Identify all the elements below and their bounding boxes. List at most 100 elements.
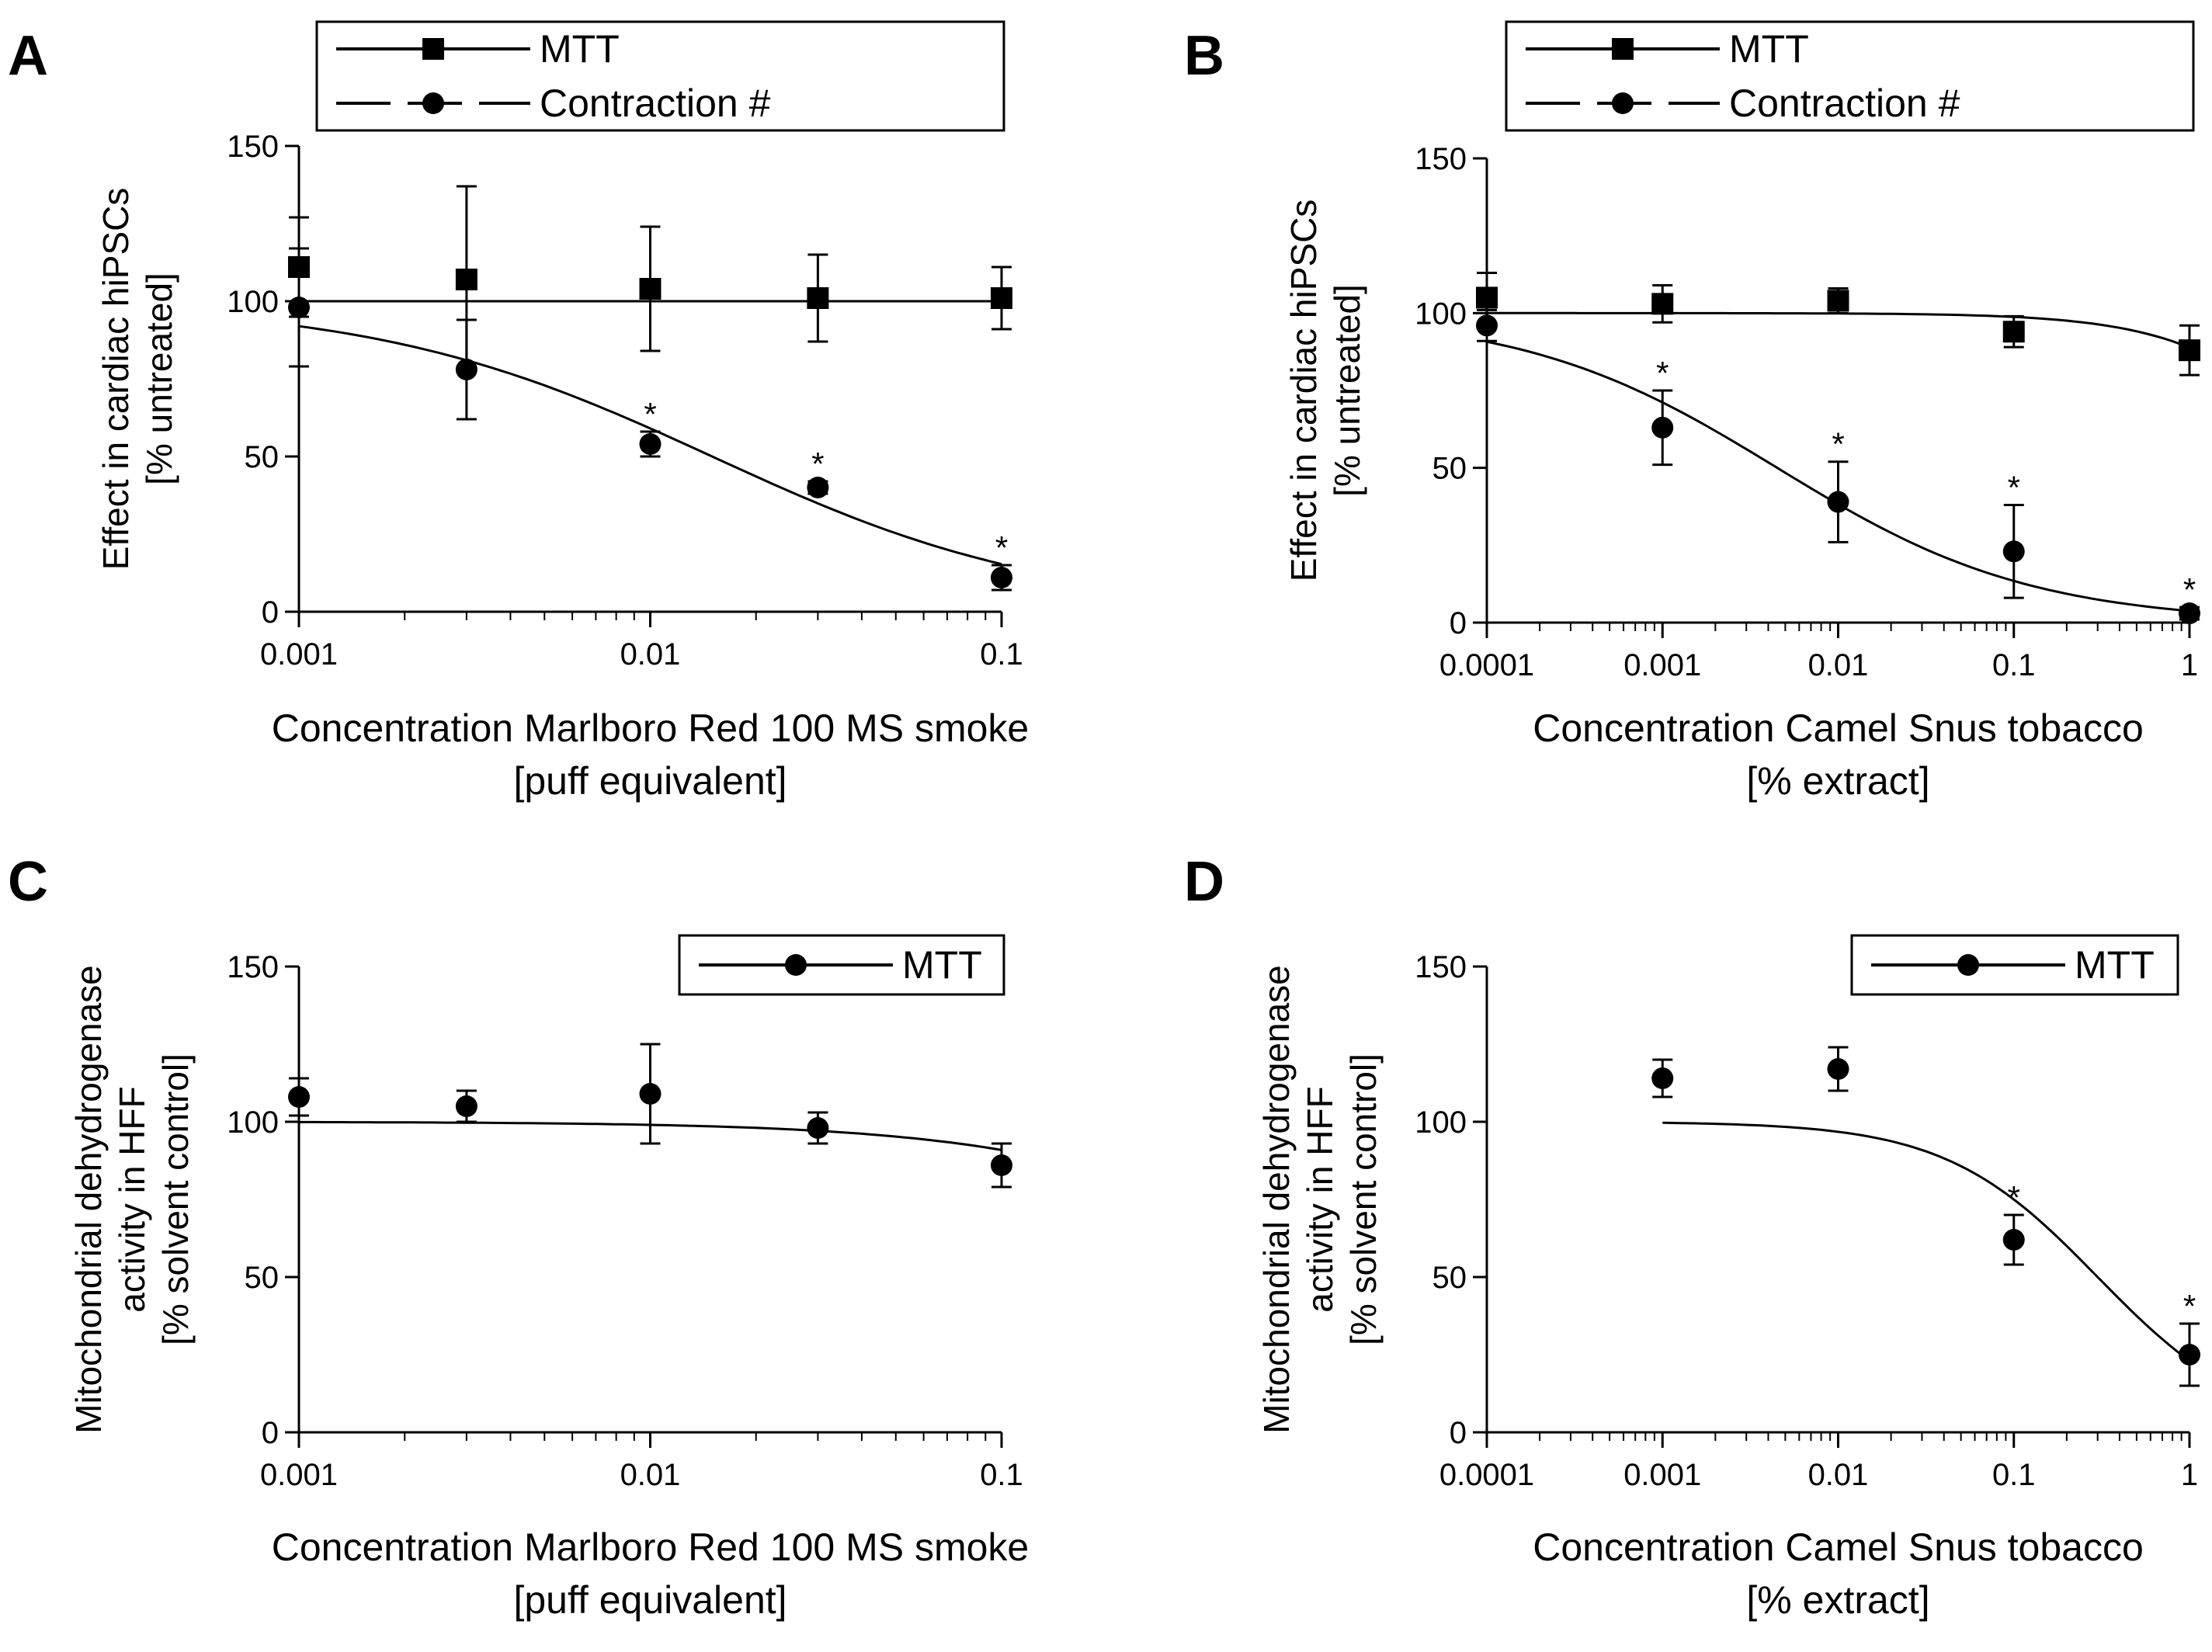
y-tick-label: 50	[1432, 452, 1467, 486]
x-axis-title-line: Concentration Marlboro Red 100 MS smoke	[272, 1525, 1029, 1569]
y-axis-title-line: Mitochondrial dehydrogenase	[68, 965, 109, 1434]
significance-star: *	[2183, 1288, 2196, 1324]
x-axis-title-line: Concentration Camel Snus tobacco	[1533, 706, 2144, 750]
x-axis-title-line: [% extract]	[1746, 1578, 1929, 1622]
chart-panel-b: 0 50 100 150 0.0001 0.001 0.01 0.1 1 Effect in ca…	[1283, 20, 2200, 803]
significance-star: *	[2008, 470, 2020, 506]
x-tick-label: 0.0001	[1439, 648, 1534, 682]
data-point	[991, 1154, 1012, 1176]
significance-star: *	[2183, 571, 2196, 608]
data-point	[2179, 339, 2200, 362]
panel-label-c: C	[8, 851, 48, 913]
panel-label-d: D	[1184, 851, 1224, 913]
y-tick-label: 150	[1415, 950, 1467, 984]
fit-curve	[298, 324, 1002, 566]
data-point	[2002, 321, 2025, 343]
data-point	[807, 287, 829, 309]
x-tick-label: 0.01	[1808, 648, 1869, 682]
x-tick-label: 0.001	[260, 1458, 338, 1492]
y-tick-label: 150	[227, 950, 279, 984]
x-tick-label: 0.01	[620, 637, 681, 672]
x-axis-title-line: [puff equivalent]	[513, 759, 787, 803]
x-axis-title: Concentration Camel Snus tobacco [% extra…	[1533, 706, 2144, 803]
significance-star: *	[811, 446, 824, 482]
legend-label: MTT	[2075, 943, 2155, 987]
data-point	[807, 1117, 829, 1139]
x-tick-label: 1	[2181, 1458, 2198, 1492]
y-tick-label: 0	[262, 595, 279, 630]
legend-label: Contraction #	[1729, 82, 1960, 125]
data-point	[1651, 293, 1674, 315]
legend-marker	[422, 92, 444, 114]
y-tick-label: 100	[227, 285, 279, 319]
data-point	[807, 477, 829, 498]
y-axis-title: Mitochondrial dehydrogenaseactivity in H…	[68, 965, 196, 1434]
legend-marker	[422, 38, 444, 60]
significance-star: *	[1656, 355, 1669, 391]
x-axis-title: Concentration Marlboro Red 100 MS smoke […	[272, 1525, 1029, 1622]
y-tick-label: 50	[245, 440, 280, 474]
y-axis-title-line: [% solvent control]	[1343, 1053, 1384, 1345]
y-axis-title-line: activity in HFF	[112, 1086, 152, 1312]
x-tick-label: 0.1	[1992, 648, 2036, 682]
data-point	[2002, 1229, 2025, 1251]
x-axis-title: Concentration Camel Snus tobacco [% extra…	[1533, 1525, 2144, 1622]
x-tick-label: 0.001	[260, 637, 338, 672]
y-axis-title-line: Effect in cardiac hiPSCs	[95, 188, 136, 571]
y-tick-label: 150	[227, 130, 279, 164]
y-axis-title-line: [% untreated]	[139, 272, 179, 485]
x-tick-label: 0.1	[980, 637, 1023, 672]
x-axis-title-line: [puff equivalent]	[513, 1578, 787, 1622]
y-axis-title: Mitochondrial dehydrogenaseactivity in H…	[1256, 965, 1384, 1434]
data-point	[2002, 540, 2025, 563]
legend-label: MTT	[1729, 27, 1809, 71]
significance-star: *	[1832, 426, 1844, 463]
data-point	[2179, 1344, 2200, 1366]
data-point	[991, 567, 1012, 588]
y-axis-title-line: [% untreated]	[1327, 284, 1367, 497]
y-axis-title-line: [% solvent control]	[155, 1053, 196, 1345]
x-tick-label: 0.01	[620, 1458, 681, 1492]
data-point	[288, 1086, 310, 1108]
data-point	[455, 269, 477, 290]
x-tick-label: 0.1	[980, 1458, 1023, 1492]
data-point	[639, 278, 662, 300]
y-axis-title: Effect in cardiac hiPSCs[% untreated]	[1283, 200, 1367, 582]
x-tick-label: 0.001	[1623, 1458, 1701, 1492]
x-axis-title-line: Concentration Camel Snus tobacco	[1533, 1525, 2144, 1569]
legend-marker	[1612, 92, 1634, 114]
data-point	[1651, 416, 1674, 439]
legend-marker	[785, 954, 807, 976]
data-point	[639, 1083, 662, 1105]
data-point	[1827, 491, 1849, 513]
x-tick-label: 0.1	[1992, 1458, 2036, 1492]
data-point	[2179, 602, 2200, 625]
x-tick-label: 0.0001	[1439, 1458, 1534, 1492]
legend-marker	[1612, 38, 1634, 60]
x-tick-label: 0.01	[1808, 1458, 1869, 1492]
data-point	[1827, 290, 1849, 312]
data-point	[991, 287, 1012, 309]
legend-label: Contraction #	[540, 82, 771, 125]
y-tick-label: 0	[1450, 1416, 1467, 1450]
data-point	[455, 1095, 477, 1117]
data-point	[1476, 286, 1498, 309]
y-tick-label: 50	[245, 1261, 280, 1295]
y-tick-label: 100	[1415, 1105, 1467, 1140]
x-tick-label: 0.001	[1623, 648, 1701, 682]
data-point	[288, 297, 310, 318]
panel-label-a: A	[8, 25, 48, 87]
panel-label-b: B	[1184, 25, 1224, 87]
data-point	[1651, 1067, 1674, 1089]
y-axis-title-line: activity in HFF	[1300, 1086, 1340, 1312]
significance-star: *	[2008, 1179, 2020, 1216]
legend-label: MTT	[540, 27, 620, 71]
legend-label: MTT	[902, 943, 982, 987]
data-point	[1476, 314, 1498, 337]
chart-panel-a: 0 50 100 150 0.001 0.01 0.1 Effect in cardiac h…	[95, 20, 1029, 803]
x-axis-title-line: [% extract]	[1746, 759, 1929, 803]
x-tick-label: 1	[2181, 648, 2198, 682]
y-axis-title-line: Effect in cardiac hiPSCs	[1283, 200, 1324, 582]
y-tick-label: 0	[262, 1416, 279, 1450]
fit-curve	[1662, 1121, 2190, 1362]
